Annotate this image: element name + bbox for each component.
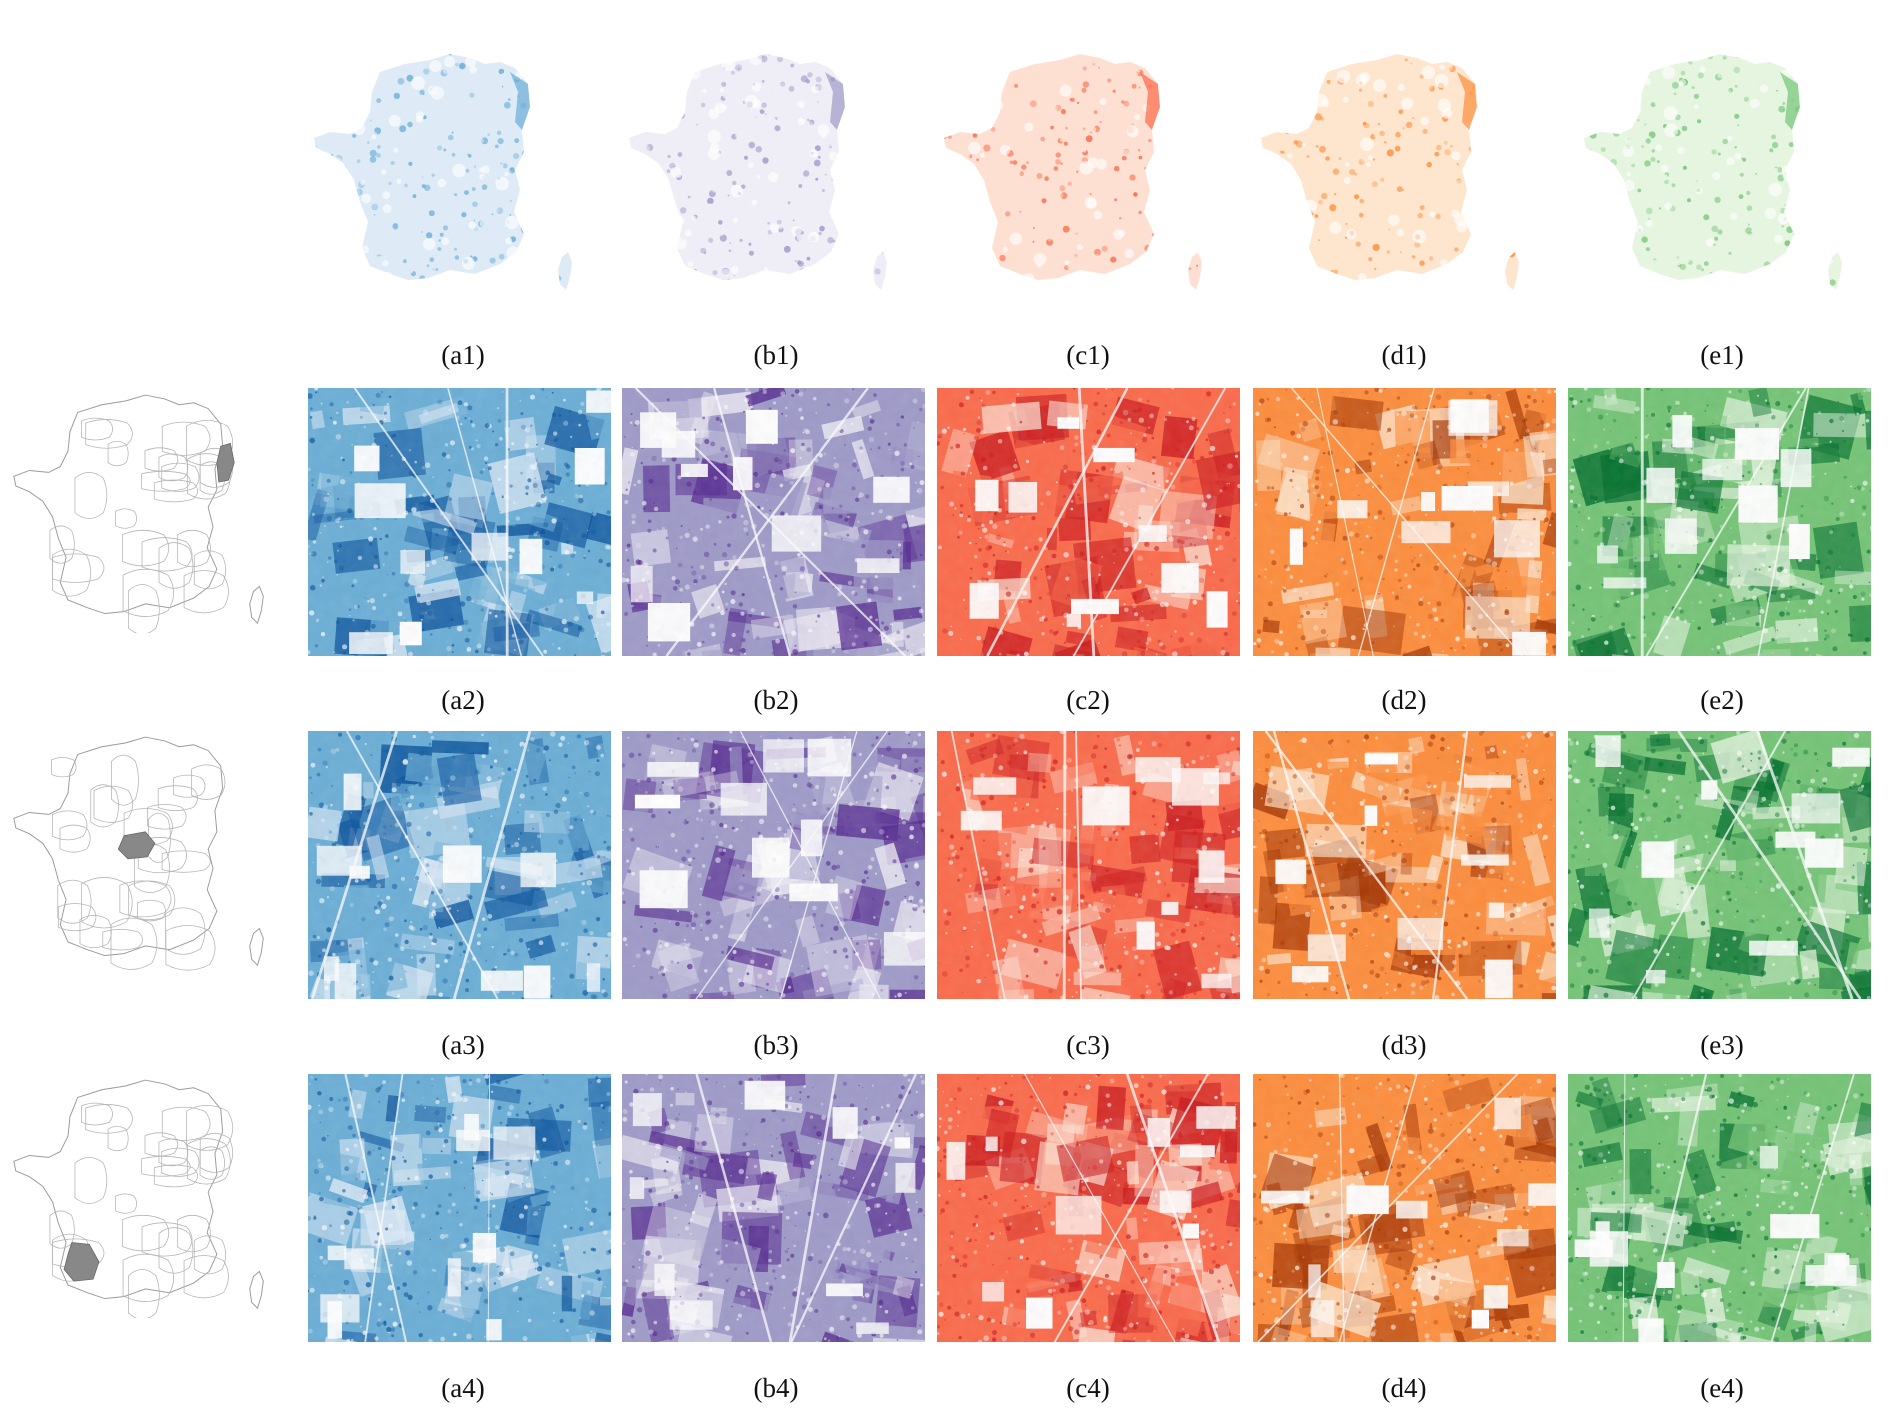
tile-e4	[1568, 1074, 1871, 1342]
tile-b4	[622, 1074, 925, 1342]
caption-a3: (a3)	[441, 1030, 485, 1060]
caption-a1: (a1)	[441, 340, 485, 370]
locator-map-row4	[10, 1078, 300, 1318]
caption-e1: (e1)	[1700, 340, 1744, 370]
tile-d4	[1253, 1074, 1556, 1342]
caption-a4: (a4)	[441, 1373, 485, 1403]
caption-b1: (b1)	[753, 340, 799, 370]
locator-map-row3	[10, 735, 300, 975]
caption-e3: (e3)	[1700, 1030, 1744, 1060]
caption-a2: (a2)	[441, 685, 485, 715]
caption-d3: (d3)	[1381, 1030, 1427, 1060]
caption-c1: (c1)	[1066, 340, 1110, 370]
caption-c4: (c4)	[1066, 1373, 1110, 1403]
tile-d2	[1253, 388, 1556, 656]
tile-d3	[1253, 731, 1556, 999]
caption-b2: (b2)	[753, 685, 799, 715]
tile-e2	[1568, 388, 1871, 656]
caption-c2: (c2)	[1066, 685, 1110, 715]
locator-map-row2	[10, 393, 300, 633]
tile-a2	[308, 388, 611, 656]
tile-e3	[1568, 731, 1871, 999]
tile-a4	[308, 1074, 611, 1342]
france-map-b1	[625, 52, 925, 300]
tile-b2	[622, 388, 925, 656]
france-map-c1	[940, 52, 1240, 300]
caption-d4: (d4)	[1381, 1373, 1427, 1403]
caption-c3: (c3)	[1066, 1030, 1110, 1060]
france-map-d1	[1257, 52, 1557, 300]
tile-b3	[622, 731, 925, 999]
tile-a3	[308, 731, 611, 999]
caption-b4: (b4)	[753, 1373, 799, 1403]
tile-c4	[937, 1074, 1240, 1342]
france-map-e1	[1580, 52, 1880, 300]
tile-c3	[937, 731, 1240, 999]
france-map-a1	[310, 52, 610, 300]
caption-d2: (d2)	[1381, 685, 1427, 715]
tile-c2	[937, 388, 1240, 656]
caption-e2: (e2)	[1700, 685, 1744, 715]
caption-d1: (d1)	[1381, 340, 1427, 370]
caption-e4: (e4)	[1700, 1373, 1744, 1403]
caption-b3: (b3)	[753, 1030, 799, 1060]
